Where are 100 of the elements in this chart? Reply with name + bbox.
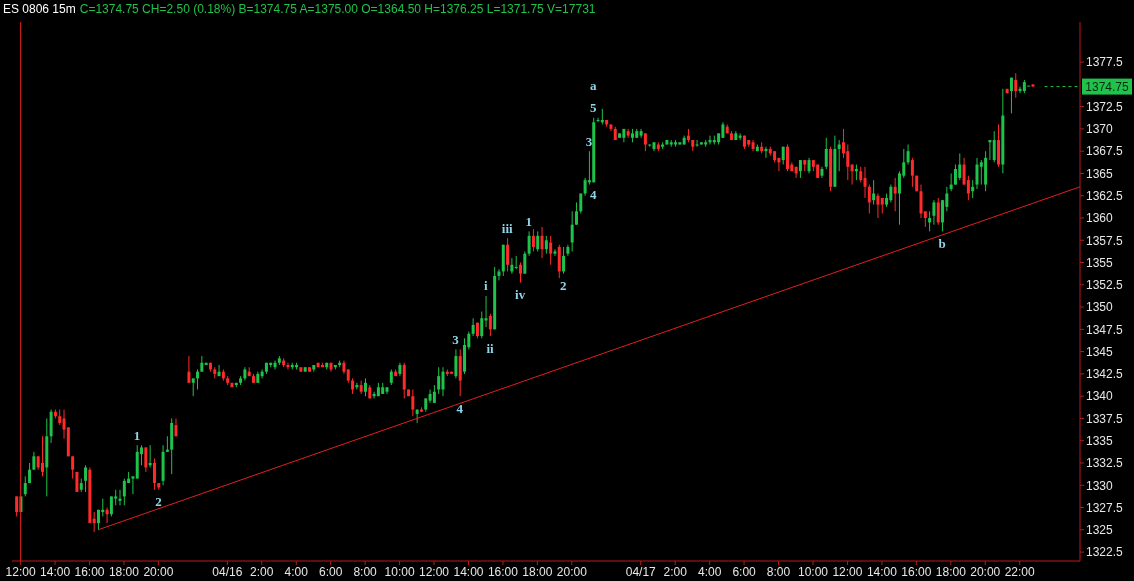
x-tick-label: 2:00 — [250, 564, 274, 579]
y-tick-label: 1322.5 — [1086, 545, 1124, 560]
x-tick-label: 6:00 — [732, 564, 757, 579]
x-tick-label: 4:00 — [697, 564, 722, 579]
x-tick-label: 22:00 — [1004, 564, 1036, 579]
x-tick-label: 12:00 — [5, 564, 36, 579]
candlestick — [596, 117, 600, 123]
x-tick-label: 18:00 — [522, 564, 553, 579]
candlestick — [893, 177, 897, 212]
annotation: i — [483, 278, 488, 294]
candlestick — [260, 368, 264, 379]
x-tick-label: 16:00 — [487, 564, 519, 579]
candlestick — [497, 268, 501, 281]
candlestick — [932, 199, 936, 226]
candlestick — [876, 193, 880, 219]
candlestick — [523, 250, 527, 275]
y-tick-label: 1340 — [1086, 389, 1114, 404]
y-tick-label: 1370 — [1086, 122, 1114, 137]
x-tick-label: 10:00 — [797, 564, 829, 579]
y-tick-label: 1360 — [1086, 211, 1114, 226]
candlestick — [519, 262, 523, 284]
y-tick-label: 1345 — [1086, 344, 1114, 359]
annotation: iv — [515, 287, 526, 303]
y-tick-label: 1325 — [1086, 523, 1114, 538]
y-tick-label: 1337.5 — [1086, 411, 1124, 426]
y-tick-label: 1367.5 — [1086, 144, 1124, 159]
chart-subtitle: C=1374.75 CH=2.50 (0.18%) B=1374.75 A=1375.00 O=1364.50 H=1376.25 L=1371.75 V=17731 — [79, 2, 596, 16]
candlestick — [540, 226, 544, 259]
candlestick — [574, 201, 578, 226]
candlestick — [975, 157, 979, 190]
y-tick-label: 1372.5 — [1086, 99, 1124, 114]
annotation: ii — [486, 340, 495, 356]
candlestick — [846, 144, 850, 181]
candlestick — [527, 230, 531, 257]
x-tick-label: 18:00 — [108, 564, 140, 579]
annotation: 1 — [133, 427, 141, 443]
candlestick — [510, 257, 514, 275]
candlestick — [910, 157, 914, 188]
y-tick-label: 1352.5 — [1086, 278, 1124, 293]
candlestick — [953, 164, 957, 186]
candlestick — [480, 311, 484, 339]
y-tick-label: 1330 — [1086, 478, 1114, 493]
annotation: 3 — [452, 331, 460, 347]
y-tick-label: 1377.5 — [1086, 55, 1124, 70]
candlestick — [863, 166, 867, 199]
annotation: 2 — [155, 494, 162, 510]
x-tick-label: 2:00 — [663, 564, 688, 579]
candlestick — [428, 389, 432, 404]
x-tick-label: 14:00 — [40, 564, 71, 579]
annotation: iii — [501, 220, 514, 236]
annotation: a — [590, 78, 598, 94]
y-tick-label: 1347.5 — [1086, 322, 1124, 337]
annotation: 2 — [559, 278, 567, 294]
candlestick — [187, 355, 191, 384]
x-tick-label: 4:00 — [284, 564, 309, 579]
x-tick-label: 20:00 — [970, 564, 1001, 579]
candlestick — [531, 228, 535, 252]
annotation: 3 — [585, 133, 593, 149]
candlestick — [488, 313, 492, 337]
candlestick — [906, 144, 910, 166]
candlestick — [570, 210, 574, 252]
x-tick-label: 20:00 — [143, 564, 174, 579]
candlestick — [411, 389, 415, 417]
x-tick-label: 8:00 — [353, 564, 378, 579]
candlestick — [786, 144, 790, 172]
annotation: 5 — [590, 100, 598, 116]
candlestick — [217, 364, 221, 377]
y-tick-label: 1362.5 — [1086, 188, 1124, 203]
x-tick-label: 10:00 — [384, 564, 415, 579]
candlestick — [454, 348, 458, 379]
x-tick-label: 18:00 — [935, 564, 967, 579]
candlestick — [471, 317, 475, 337]
x-tick-label: 04/17 — [625, 564, 657, 579]
annotation: b — [938, 235, 946, 251]
candlestick — [695, 139, 699, 148]
candlestick — [441, 366, 445, 397]
y-tick-label: 1355 — [1086, 255, 1114, 270]
candlestick — [958, 152, 962, 181]
candlestick — [837, 139, 841, 172]
x-tick-label: 16:00 — [901, 564, 932, 579]
candlestick — [536, 230, 540, 252]
ref-line-label: 1374.75 — [1085, 79, 1130, 94]
candlestick — [872, 179, 876, 206]
x-tick-label: 04/16 — [212, 564, 243, 579]
chart-title: ES 0806 15m — [3, 2, 76, 16]
x-tick-label: 14:00 — [453, 564, 484, 579]
annotation: 4 — [456, 400, 464, 416]
y-tick-label: 1335 — [1086, 433, 1114, 448]
candlestick — [562, 246, 566, 275]
y-tick-label: 1327.5 — [1086, 500, 1124, 515]
candlestick — [1009, 77, 1013, 114]
x-tick-label: 14:00 — [866, 564, 898, 579]
candlestick — [824, 137, 828, 170]
candlestick — [506, 237, 510, 272]
candlestick — [928, 210, 932, 232]
x-tick-label: 12:00 — [832, 564, 863, 579]
candlestick — [196, 368, 200, 390]
annotation: 4 — [590, 186, 598, 202]
candlestick — [1014, 72, 1018, 99]
candlestick — [936, 197, 940, 226]
